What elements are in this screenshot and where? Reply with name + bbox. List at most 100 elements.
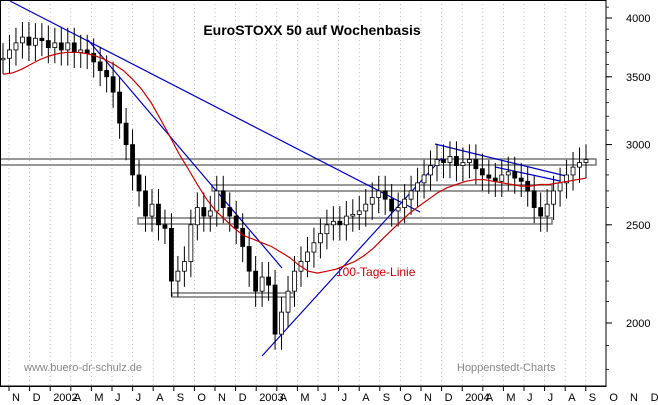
price-bar-body — [78, 49, 84, 53]
x-tick-label: O — [197, 392, 206, 404]
price-bar-body — [466, 159, 472, 163]
y-tick-label: 2500 — [626, 220, 650, 232]
price-bar-body — [408, 190, 414, 200]
price-bar-body — [454, 156, 459, 167]
x-tick-label: O — [609, 392, 618, 404]
price-bar-body — [499, 174, 505, 182]
y-tick-label: 2000 — [626, 318, 650, 330]
support-resistance-boxes — [0, 158, 597, 298]
x-tick-label: J — [115, 392, 121, 404]
price-bar-body — [143, 190, 148, 217]
price-bar-body — [220, 190, 226, 208]
price-bar-body — [227, 207, 233, 217]
price-bar-body — [350, 213, 356, 217]
x-tick-label: N — [630, 392, 638, 404]
price-bar-body — [246, 246, 252, 272]
price-bar-body — [570, 166, 576, 176]
y-axis: 4000 3500 3000 2500 2000 — [605, 0, 650, 386]
price-bar-body — [415, 182, 420, 192]
x-tick-label: M — [300, 392, 309, 404]
x-tick-label: S — [383, 392, 390, 404]
price-bar-body — [0, 57, 6, 61]
price-bar-body — [369, 197, 375, 205]
price-bar-body — [538, 207, 544, 217]
price-bar-body — [26, 36, 32, 46]
price-bar-body — [518, 177, 524, 182]
source-label: Hoppenstedt-Charts — [457, 362, 556, 374]
price-bar-body — [97, 61, 103, 71]
price-bar-body — [188, 224, 194, 262]
price-bar-body — [285, 290, 291, 313]
price-bar-body — [110, 76, 116, 93]
price-bar-body — [39, 37, 45, 41]
price-bar-body — [389, 198, 395, 212]
price-bar-body — [447, 156, 453, 163]
price-bar-body — [279, 311, 284, 335]
x-tick-label: J — [342, 392, 348, 404]
x-tick-label: J — [321, 392, 327, 404]
x-tick-label: A — [74, 392, 82, 404]
price-bar-body — [441, 159, 446, 163]
price-bar-body — [479, 168, 485, 176]
price-bar-body — [305, 251, 310, 262]
x-tick-label: J — [527, 392, 533, 404]
y-tick-label: 3500 — [626, 72, 650, 84]
price-bar-body — [233, 215, 239, 229]
x-tick-label: J — [548, 392, 554, 404]
price-bar-body — [117, 91, 122, 124]
price-bars — [0, 21, 589, 350]
price-bar-body — [557, 182, 563, 192]
trendline — [87, 39, 283, 269]
price-bar-body — [194, 207, 200, 226]
x-tick-label: D — [445, 392, 453, 404]
price-bar-body — [259, 276, 265, 292]
x-tick-label: N — [424, 392, 432, 404]
ma100-line — [2, 51, 587, 274]
y-tick-label: 3000 — [626, 140, 650, 152]
x-tick-label: J — [136, 392, 142, 404]
price-bar-body — [71, 42, 77, 53]
support-resistance-zone — [211, 184, 553, 192]
x-tick-label: A — [362, 392, 370, 404]
y-tick-label: 4000 — [626, 13, 650, 25]
price-bar-body — [32, 37, 38, 46]
price-bar-body — [356, 210, 362, 215]
price-bar-body — [531, 190, 537, 208]
price-bar-body — [428, 165, 433, 176]
price-bar-body — [577, 162, 582, 168]
price-bar-body — [551, 190, 557, 205]
price-bar-body — [136, 174, 142, 192]
price-bar-body — [583, 159, 589, 163]
price-bar-body — [318, 233, 323, 244]
price-bar-body — [382, 190, 388, 200]
price-bar-body — [311, 242, 317, 253]
price-bar-body — [65, 42, 71, 51]
x-tick-label: D — [651, 392, 658, 404]
watermark: www.buero-dr-schulz.de — [23, 362, 142, 374]
price-bar-body — [13, 42, 19, 51]
x-tick-label: M — [94, 392, 103, 404]
price-bar-body — [175, 270, 181, 282]
price-bar-body — [156, 203, 161, 226]
x-tick-label: D — [239, 392, 247, 404]
x-tick-label: S — [589, 392, 596, 404]
price-bar-body — [421, 174, 427, 184]
price-bar-body — [169, 227, 174, 282]
x-tick-label: 2003 — [259, 392, 283, 404]
x-tick-label: A — [568, 392, 576, 404]
price-bar-body — [45, 40, 51, 48]
price-bar-body — [162, 224, 168, 229]
x-tick-label: 2002 — [53, 392, 77, 404]
price-bar-body — [20, 36, 25, 44]
price-bar-body — [376, 190, 382, 198]
x-tick-label: A — [486, 392, 494, 404]
price-bar-body — [486, 174, 492, 179]
price-bar-body — [91, 53, 97, 63]
price-bar-body — [58, 42, 64, 51]
support-resistance-zone — [0, 158, 597, 166]
chart-title: EuroSTOXX 50 auf Wochenbasis — [203, 22, 421, 38]
price-bar-body — [130, 144, 135, 176]
price-bar-body — [266, 276, 271, 286]
price-bar-body — [512, 171, 518, 179]
